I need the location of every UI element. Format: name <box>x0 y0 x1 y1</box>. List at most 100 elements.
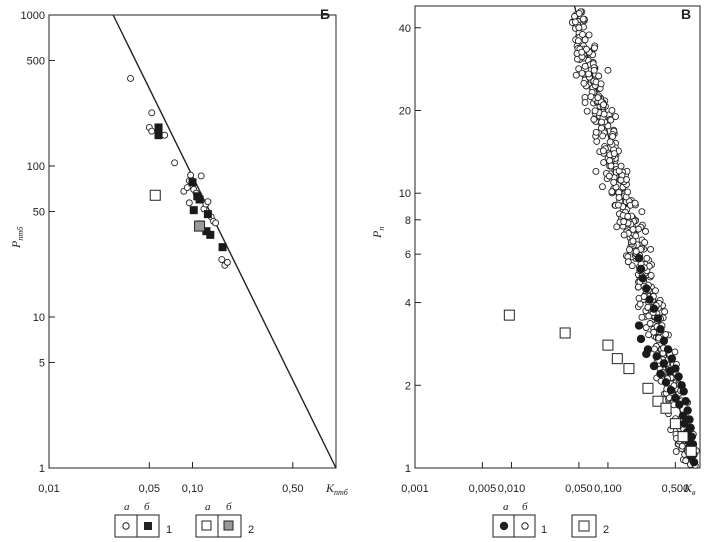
panel-v-label: В <box>681 6 691 22</box>
data-point-open-circle <box>581 99 589 106</box>
data-point-filled-circle <box>642 284 651 293</box>
panel-b: Б Pптб Kптб 1 5 10 50 100 500 1000 0,01 0,05 0,10… <box>9 6 349 497</box>
legend-b-filled-square-marker <box>144 522 152 530</box>
legend-b-col-b2: б <box>226 501 232 513</box>
data-point-open-circle <box>598 124 605 132</box>
x-tick-label: 0,100 <box>594 483 622 495</box>
data-point-open-circle <box>638 208 646 216</box>
data-point-filled-square <box>188 178 197 187</box>
data-point-open-circle <box>682 457 690 465</box>
x-tick-label: 0,10 <box>182 483 203 495</box>
data-point-filled-circle <box>681 397 690 406</box>
data-point-filled-circle <box>663 345 673 354</box>
data-point-open-circle <box>642 324 650 332</box>
panel-b-label: Б <box>320 6 330 22</box>
data-point-open-circle <box>583 107 591 115</box>
data-point-filled-circle <box>671 393 680 403</box>
data-point-open-circle <box>171 159 179 167</box>
y-tick-label: 1000 <box>21 10 45 22</box>
data-point-filled-square <box>203 210 212 219</box>
data-point-filled-circle <box>689 457 699 467</box>
data-point-filled-circle <box>649 304 659 313</box>
data-point-open-circle <box>647 245 655 253</box>
data-point-open-circle <box>218 256 226 264</box>
data-point-open-square <box>602 339 614 351</box>
data-point-filled-circle <box>661 378 671 387</box>
data-point-open-circle <box>636 300 644 308</box>
y-tick-label: 5 <box>39 357 45 369</box>
y-tick-label: 10 <box>399 188 411 200</box>
y-tick-label: 1 <box>39 463 45 475</box>
y-tick-label: 100 <box>27 161 45 173</box>
data-point-open-circle <box>641 239 649 246</box>
data-point-open-circle <box>223 258 231 266</box>
legend-b-col-a2: а <box>205 501 211 513</box>
panel-b-x-axis-label: Kптб <box>325 481 349 497</box>
data-point-open-circle <box>617 176 625 184</box>
data-point-open-square <box>642 382 654 394</box>
data-point-open-circle <box>590 66 598 74</box>
data-point-open-circle <box>599 132 607 140</box>
data-point-filled-circle <box>680 419 689 428</box>
y-tick-label: 2 <box>405 380 411 392</box>
data-point-filled-circle <box>634 321 644 330</box>
data-point-open-circle <box>197 172 205 180</box>
data-point-filled-circle <box>659 359 669 368</box>
x-tick-label: 0,010 <box>498 483 526 495</box>
data-point-open-circle <box>591 44 598 52</box>
legend-b-num-1: 1 <box>166 524 172 536</box>
data-point-filled-circle <box>665 367 675 376</box>
legend-b-open-circle-marker <box>122 522 130 530</box>
legend-v-box-2 <box>571 514 597 538</box>
data-point-open-circle <box>608 188 616 196</box>
data-point-open-circle <box>148 127 156 135</box>
data-point-open-circle <box>607 162 615 170</box>
data-point-open-circle <box>599 147 607 155</box>
data-point-filled-circle <box>638 274 648 283</box>
data-point-open-circle <box>623 176 630 184</box>
panel-b-plot-frame <box>48 14 337 469</box>
data-point-open-square <box>677 431 689 443</box>
data-point-open-circle <box>607 116 615 124</box>
data-point-open-square <box>611 353 623 365</box>
data-point-open-circle <box>592 128 600 136</box>
data-point-open-circle <box>580 79 588 87</box>
data-point-open-circle <box>581 62 589 70</box>
panel-b-plot-area <box>112 14 337 469</box>
panel-b-axes: 1 5 10 50 100 500 1000 0,01 0,05 0,10 0,50 <box>21 10 304 495</box>
legend-b-open-square-marker <box>201 520 212 531</box>
data-point-open-circle <box>624 212 632 220</box>
data-point-filled-square <box>154 131 163 140</box>
data-point-filled-circle <box>675 400 684 409</box>
data-point-grey-square <box>194 220 206 232</box>
data-point-open-circle <box>647 272 655 279</box>
data-point-open-circle <box>620 218 628 226</box>
data-point-open-circle <box>613 223 621 231</box>
data-point-open-circle <box>187 171 195 179</box>
data-point-filled-circle <box>636 334 646 344</box>
data-point-filled-square <box>195 195 204 204</box>
data-point-open-circle <box>629 237 637 245</box>
data-point-open-square <box>652 395 664 407</box>
y-tick-label: 6 <box>405 249 411 261</box>
data-point-open-circle <box>605 172 613 180</box>
data-point-open-circle <box>571 18 579 26</box>
data-point-filled-square <box>206 230 215 239</box>
y-tick-label: 1 <box>405 463 411 475</box>
data-point-open-circle <box>212 219 220 227</box>
data-point-open-circle <box>643 254 651 262</box>
data-point-open-circle <box>606 138 614 146</box>
data-point-open-circle <box>585 70 592 78</box>
data-point-filled-circle <box>667 354 677 363</box>
legend-v-col-b: б <box>522 501 528 513</box>
data-point-filled-circle <box>634 254 644 263</box>
data-point-filled-circle <box>653 314 663 323</box>
data-point-open-circle <box>632 232 640 240</box>
data-point-open-circle <box>642 227 649 235</box>
data-point-open-circle <box>591 107 599 115</box>
x-tick-label: 0,050 <box>565 483 593 495</box>
panel-v-plot-area <box>503 5 700 469</box>
data-point-open-circle <box>148 109 156 117</box>
data-point-open-circle <box>600 110 608 118</box>
